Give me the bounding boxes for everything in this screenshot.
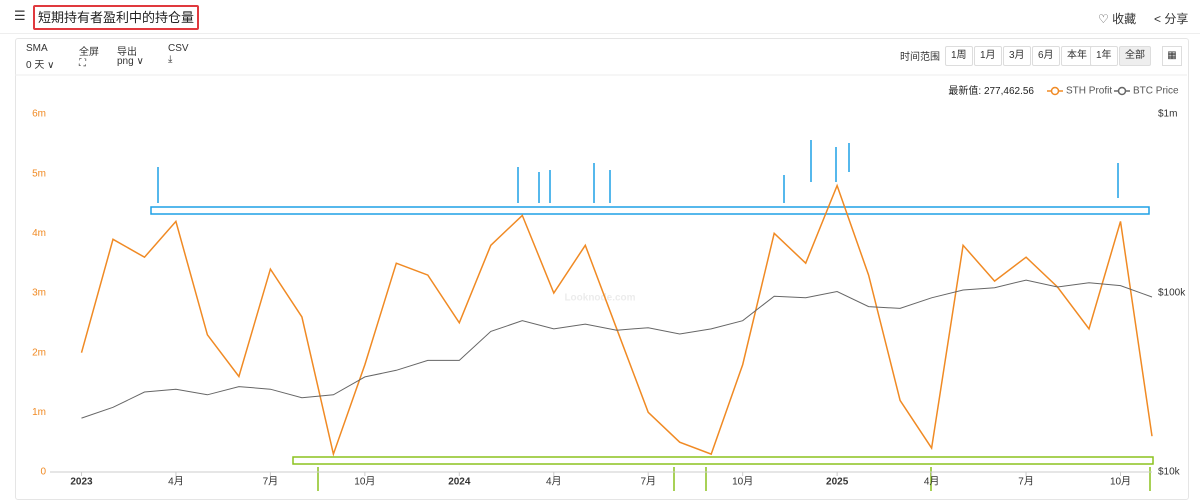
x-tick-label: 10月 <box>732 476 753 488</box>
range-button[interactable]: 全部 <box>1119 46 1151 66</box>
legend-label: STH Profit <box>1066 86 1112 97</box>
page-title: 短期持有者盈利中的持仓量 <box>33 5 200 30</box>
export-select[interactable]: png ∨ <box>117 56 144 67</box>
y2-tick-label: $1m <box>1158 109 1177 120</box>
latest-value: 最新值: 277,462.56 <box>948 84 1034 97</box>
x-tick-label: 10月 <box>1110 476 1131 488</box>
menu-icon[interactable]: ☰ <box>14 8 26 23</box>
range-button[interactable]: 1周 <box>945 46 973 66</box>
y-tick-label: 1m <box>32 407 46 418</box>
csv-label: CSV <box>168 43 189 54</box>
range-button[interactable]: 3月 <box>1003 46 1031 66</box>
share-button[interactable]: < 分享 <box>1154 12 1189 26</box>
latest-number: 277,462.56 <box>984 86 1034 97</box>
favorite-button[interactable]: ♡ 收藏 <box>1098 12 1137 26</box>
range-button[interactable]: 1年 <box>1090 46 1118 66</box>
y2-tick-label: $100k <box>1158 288 1186 299</box>
range-label: 时间范围 <box>900 52 940 63</box>
range-button[interactable]: 1月 <box>974 46 1002 66</box>
calendar-button[interactable]: ▦ <box>1162 46 1182 66</box>
x-tick-label: 2025 <box>826 477 849 488</box>
csv-button[interactable]: CSV ⤓ <box>168 43 189 65</box>
sma-value: 0 天 <box>26 60 45 71</box>
x-tick-label: 7月 <box>640 476 656 488</box>
header-divider <box>0 33 1200 34</box>
x-tick-label: 4月 <box>924 476 940 488</box>
y-tick-label: 0 <box>40 467 46 478</box>
y-tick-label: 2m <box>32 347 46 358</box>
bottom-arrows <box>317 467 1151 491</box>
y-tick-label: 6m <box>32 109 46 120</box>
sma-label: SMA <box>26 43 48 54</box>
sma-select[interactable]: 0 天 ∨ <box>26 60 55 71</box>
favorite-label: 收藏 <box>1112 12 1137 26</box>
watermark: Looknode.com <box>564 293 635 304</box>
legend-marker <box>1050 86 1060 96</box>
y-tick-label: 5m <box>32 168 46 179</box>
peak-arrows <box>157 140 1119 203</box>
share-label: 分享 <box>1164 12 1189 26</box>
annotations <box>150 140 1154 491</box>
resistance-box <box>150 206 1150 215</box>
x-tick-label: 2024 <box>448 477 471 488</box>
export-label: 导出 <box>117 47 137 58</box>
series-line <box>80 183 1153 457</box>
latest-label: 最新值: <box>948 84 981 97</box>
legend-marker <box>1117 86 1127 96</box>
x-tick-label: 2023 <box>70 477 93 488</box>
x-tick-label: 4月 <box>168 476 184 488</box>
y-tick-label: 3m <box>32 288 46 299</box>
y-tick-label: 4m <box>32 228 46 239</box>
series-line <box>81 279 1153 419</box>
fullscreen-button[interactable]: 全屏 ⛶ <box>79 47 99 69</box>
x-tick-label: 7月 <box>1018 476 1034 488</box>
x-tick-label: 10月 <box>354 476 375 488</box>
support-box <box>292 456 1154 465</box>
x-tick-label: 7月 <box>263 476 279 488</box>
fullscreen-label: 全屏 <box>79 47 99 58</box>
x-tick-label: 4月 <box>546 476 562 488</box>
legend-label: BTC Price <box>1133 86 1179 97</box>
range-button[interactable]: 6月 <box>1032 46 1060 66</box>
y2-tick-label: $10k <box>1158 467 1181 478</box>
export-format: png <box>117 56 134 67</box>
